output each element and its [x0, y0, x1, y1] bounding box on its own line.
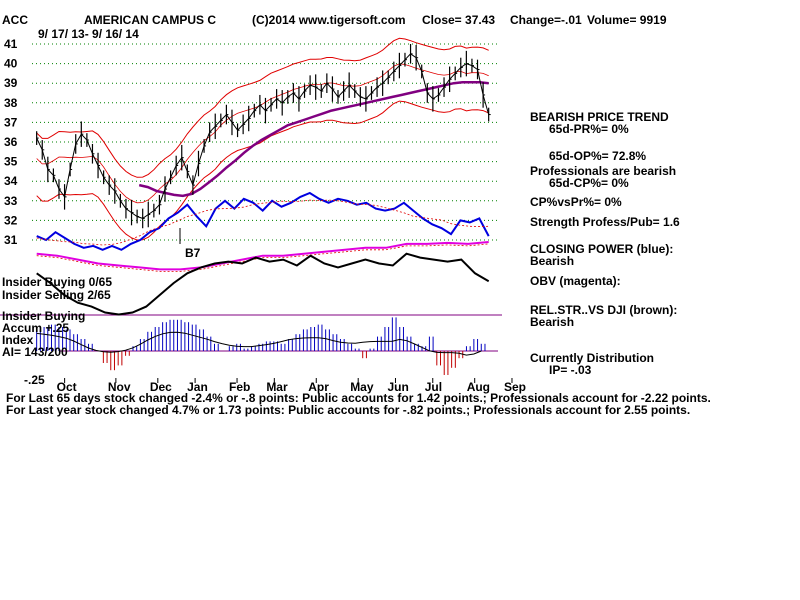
symbol-label: ACC: [2, 13, 28, 27]
panel-line-2: 65d-PR%= 0%: [549, 122, 629, 136]
y-tick-label: 36: [4, 135, 18, 149]
company-name: AMERICAN CAMPUS C: [84, 13, 216, 27]
obv-line: [36, 241, 489, 272]
ma-line: [138, 80, 489, 198]
x-tick-label: Feb: [229, 380, 250, 394]
x-tick-label: Mar: [266, 380, 288, 394]
upper-band-line: [36, 37, 489, 178]
y-tick-label: 40: [4, 57, 18, 71]
panel-line-13: Currently Distribution: [530, 351, 654, 365]
moving-average: [138, 80, 489, 198]
panel-line-14: IP= -.03: [549, 363, 592, 377]
close-label: Close= 37.43: [422, 13, 495, 27]
y-tick-label: 35: [4, 155, 18, 169]
x-tick-label: May: [350, 380, 374, 394]
obv-ma: [36, 243, 489, 272]
ai-label: AI= 143/200: [2, 345, 68, 359]
lower-band-line: [36, 100, 489, 241]
panel-line-12: Bearish: [530, 315, 574, 329]
x-tick-label: Aug: [467, 380, 490, 394]
x-tick-label: Nov: [108, 380, 131, 394]
accum-label: Accum +.25: [2, 321, 69, 335]
y-tick-label: 38: [4, 96, 18, 110]
b7-signal: B7: [185, 246, 201, 260]
price-bars: [36, 44, 491, 229]
panel-line-3: 65d-OP%= 72.8%: [549, 149, 646, 163]
x-tick-label: Sep: [504, 380, 526, 394]
change-label: Change=-.01: [510, 13, 582, 27]
panel-line-11: REL.STR..VS DJI (brown):: [530, 303, 677, 317]
volume-label: Volume= 9919: [587, 13, 667, 27]
y-tick-label: 37: [4, 115, 18, 129]
panel-line-9: Bearish: [530, 254, 574, 268]
insider-selling-label: Insider Selling 2/65: [2, 288, 111, 302]
y-tick-label: 41: [4, 37, 18, 51]
closing-power-ma: [36, 199, 489, 246]
obv-line: [36, 241, 489, 271]
x-tick-label: Jul: [425, 380, 442, 394]
x-tick-label: Dec: [150, 380, 172, 394]
rel-strength-line: [36, 252, 490, 316]
x-tick-label: Jan: [187, 380, 208, 394]
mid-band-line: [36, 63, 489, 204]
x-tick-label: Oct: [57, 380, 77, 394]
y-tick-label: 31: [4, 233, 18, 247]
panel-line-5: 65d-CP%= 0%: [549, 176, 629, 190]
month-axis-ticks: Oct Nov Dec Jan Feb Mar Apr May Jun Jul Aug Sep: [57, 228, 526, 394]
panel-line-6: CP%vsPr%= 0%: [530, 195, 622, 209]
index-label: Index: [2, 333, 34, 347]
panel-line-7: Strength Profess/Pub= 1.6: [530, 215, 680, 229]
panel-line-8: CLOSING POWER (blue):: [530, 242, 673, 256]
x-tick-label: Apr: [308, 380, 329, 394]
y-tick-label: 34: [4, 174, 18, 188]
accumulation-bars: [36, 317, 486, 375]
closing-power-line: [36, 191, 490, 251]
insider-buying-label: Insider Buying 0/65: [2, 275, 112, 289]
copyright-label: (C)2014 www.tigersoft.com: [252, 13, 406, 27]
relative-strength-line: [36, 252, 490, 316]
accum-minus-label: -.25: [24, 373, 45, 387]
date-range: 9/ 17/ 13- 9/ 16/ 14: [38, 27, 139, 41]
footer-line-1: For Last 65 days stock changed -2.4% or …: [6, 391, 711, 405]
panel-line-1: BEARISH PRICE TREND: [530, 110, 669, 124]
price-close-line: [36, 53, 490, 219]
x-tick-label: Jun: [387, 380, 408, 394]
panel-line-10: OBV (magenta):: [530, 274, 621, 288]
accum-ma-line: [36, 331, 482, 356]
panel-line-4: Professionals are bearish: [530, 164, 676, 178]
footer-line-2: For Last year stock changed 4.7% or 1.73…: [6, 403, 690, 417]
y-tick-label: 33: [4, 194, 18, 208]
price-bands: [36, 37, 489, 241]
y-tick-label: 39: [4, 76, 18, 90]
insider-buying-label-2: Insider Buying: [2, 309, 85, 323]
closing-power-line: [36, 191, 490, 251]
y-tick-label: 32: [4, 213, 18, 227]
price-axis-ticks: 41 40 39 38 37 36 35 34 33 32 31: [4, 37, 18, 247]
